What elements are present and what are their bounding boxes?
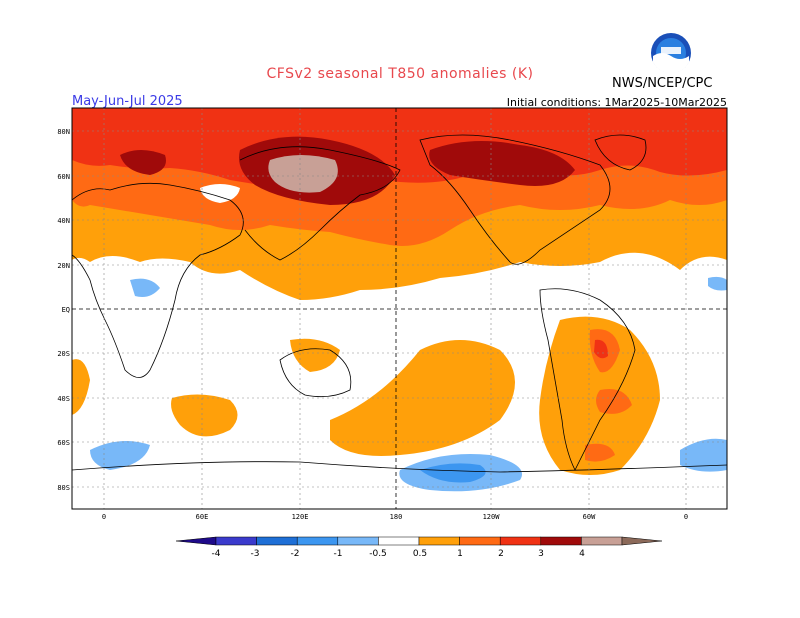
- colorbar-tick: 2: [498, 549, 504, 559]
- colorbar-tick: 4: [579, 549, 585, 559]
- colorbar-swatch: [215, 536, 257, 546]
- colorbar-tick: -3: [251, 549, 260, 559]
- colorbar-tick: -1: [334, 549, 343, 559]
- colorbar-swatch: [378, 536, 420, 546]
- colorbar-tick: 0.5: [413, 549, 427, 559]
- colorbar-tick: -0.5: [369, 549, 387, 559]
- colorbar-swatch: [418, 536, 460, 546]
- lon-label: 120W: [483, 513, 501, 521]
- lon-label: 0: [102, 513, 106, 521]
- lat-label: 60S: [57, 439, 70, 447]
- lat-label: 80N: [57, 128, 70, 136]
- colorbar-legend: [175, 536, 663, 546]
- colorbar-swatch: [499, 536, 542, 546]
- lat-label: 80S: [57, 484, 70, 492]
- agency-label: NWS/NCEP/CPC: [612, 76, 713, 91]
- coastlines: [72, 134, 727, 473]
- lon-label: 60E: [196, 513, 209, 521]
- lat-label: 20N: [57, 262, 70, 270]
- colorbar-swatch: [459, 536, 501, 546]
- season-label: May-Jun-Jul 2025: [72, 94, 183, 109]
- noaa-logo-icon: [650, 32, 692, 74]
- longitude-labels: 0 60E 120E 180 120W 60W 0: [102, 513, 688, 521]
- lat-label: 40N: [57, 217, 70, 225]
- lon-label: 0: [684, 513, 688, 521]
- lat-label: EQ: [62, 306, 70, 314]
- lon-label: 180: [390, 513, 403, 521]
- colorbar-tick-labels: -4 -3 -2 -1 -0.5 0.5 1 2 3 4: [212, 549, 586, 559]
- colorbar-tick: -4: [212, 549, 221, 559]
- colorbar-max-arrow: [621, 536, 663, 546]
- colorbar-tick: 1: [457, 549, 463, 559]
- colorbar-tick: -2: [291, 549, 300, 559]
- lon-label: 60W: [583, 513, 596, 521]
- lat-label: 40S: [57, 395, 70, 403]
- equator-dateline: [72, 108, 727, 509]
- lat-label: 20S: [57, 350, 70, 358]
- initial-conditions-label: Initial conditions: 1Mar2025-10Mar2025: [506, 96, 727, 109]
- colorbar-swatch: [540, 536, 582, 546]
- map-title: CFSv2 seasonal T850 anomalies (K): [266, 66, 534, 82]
- lat-label: 60N: [57, 173, 70, 181]
- colorbar-swatch: [256, 536, 298, 546]
- lon-label: 120E: [292, 513, 309, 521]
- colorbar-swatch: [581, 536, 623, 546]
- colorbar-swatch: [296, 536, 339, 546]
- colorbar-min-arrow: [175, 536, 217, 546]
- latitude-labels: 80N 60N 40N 20N EQ 20S 40S 60S 80S: [57, 128, 70, 492]
- map-frame: [71, 107, 728, 510]
- graticule: [72, 108, 727, 509]
- colorbar-swatch: [337, 536, 379, 546]
- colorbar-tick: 3: [538, 549, 544, 559]
